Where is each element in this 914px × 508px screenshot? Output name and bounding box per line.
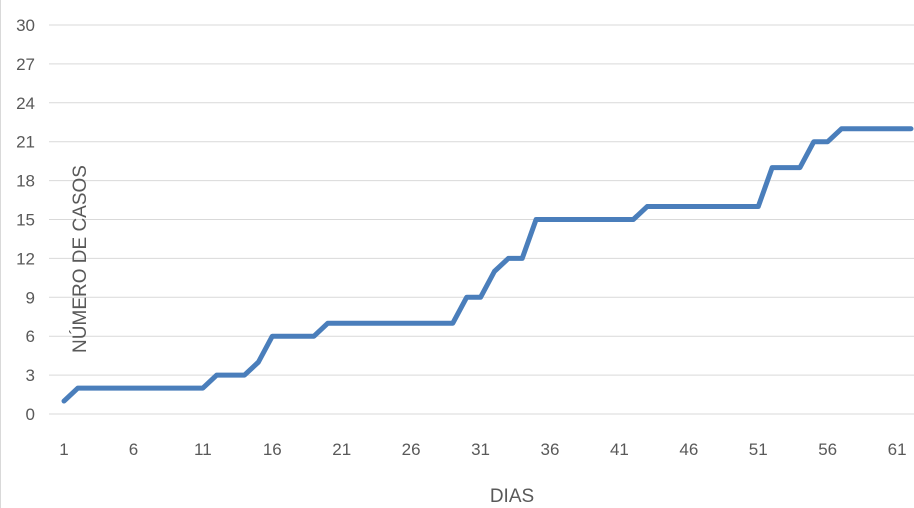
y-tick-label: 6 [26,327,35,346]
y-axis-title: NÚMERO DE CASOS [69,165,91,353]
x-tick-label: 46 [679,440,698,459]
x-tick-label: 16 [263,440,282,459]
x-tick-label: 11 [194,440,212,459]
x-tick-label: 1 [59,440,68,459]
x-tick-label: 31 [471,440,490,459]
y-tick-label: 24 [16,94,35,113]
y-tick-label: 30 [16,16,35,35]
x-tick-label: 26 [402,440,421,459]
x-tick-label: 36 [541,440,560,459]
y-tick-label: 27 [16,55,35,74]
x-tick-label: 51 [749,440,768,459]
x-tick-label: 6 [129,440,138,459]
x-tick-label: 21 [332,440,351,459]
y-tick-label: 3 [26,366,35,385]
y-tick-label: 9 [26,288,35,307]
gridlines [49,24,914,415]
x-tick-label: 41 [610,440,629,459]
x-axis-tick-labels: 1 6 11 16 21 26 31 36 41 46 51 56 61 [59,440,906,459]
y-axis-tick-labels: 0 3 6 9 12 15 18 21 24 27 30 [16,16,35,424]
x-axis-title: DIAS [490,486,534,507]
x-tick-label: 56 [818,440,837,459]
series-layer [61,126,914,404]
y-tick-label: 12 [16,249,35,268]
series-line [61,126,914,404]
y-tick-label: 0 [26,405,35,424]
y-tick-label: 21 [16,133,35,152]
y-tick-label: 18 [16,172,35,191]
y-tick-label: 15 [16,211,35,230]
x-tick-label: 61 [888,440,907,459]
